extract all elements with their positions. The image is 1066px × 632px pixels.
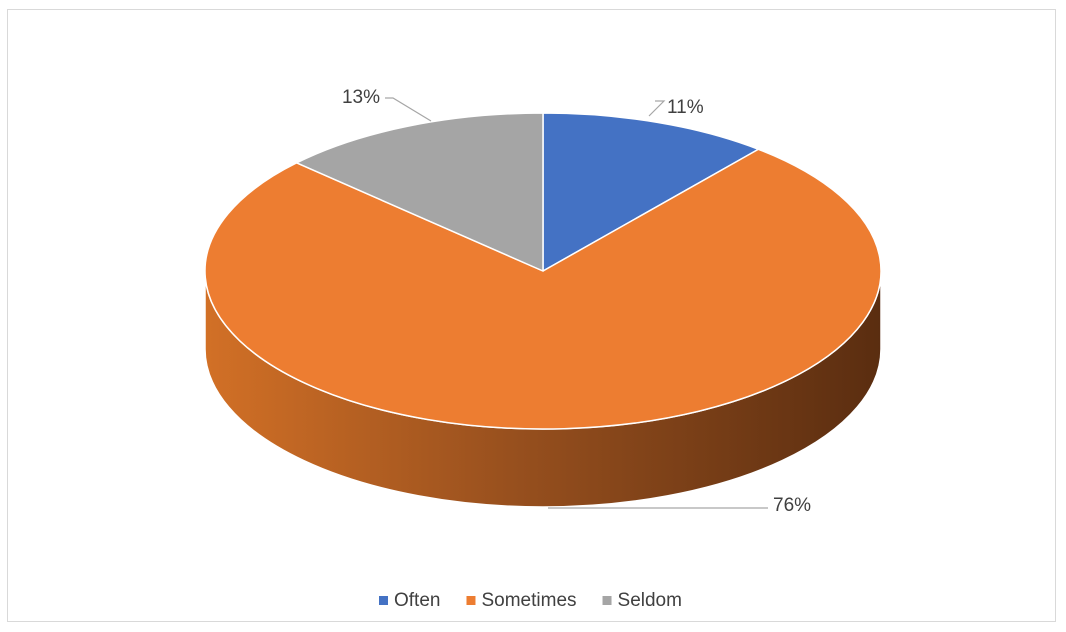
data-label-sometimes: 76% <box>773 495 811 516</box>
legend-swatch-seldom <box>602 596 612 605</box>
data-label-seldom: 13% <box>342 87 380 108</box>
legend-swatch-often <box>379 596 388 605</box>
legend: Often Sometimes Seldom <box>379 590 682 611</box>
legend-label-seldom: Seldom <box>618 590 682 611</box>
data-label-often: 11% <box>667 97 704 118</box>
legend-swatch-sometimes <box>466 596 476 605</box>
legend-label-often: Often <box>394 590 440 611</box>
pie-slice-seldom <box>295 112 544 272</box>
pie-slice-sometimes <box>204 148 882 430</box>
leader-line-seldom <box>385 97 432 122</box>
pie-slice-often <box>542 112 760 272</box>
legend-label-sometimes: Sometimes <box>481 590 576 611</box>
leader-line-often <box>648 100 666 117</box>
